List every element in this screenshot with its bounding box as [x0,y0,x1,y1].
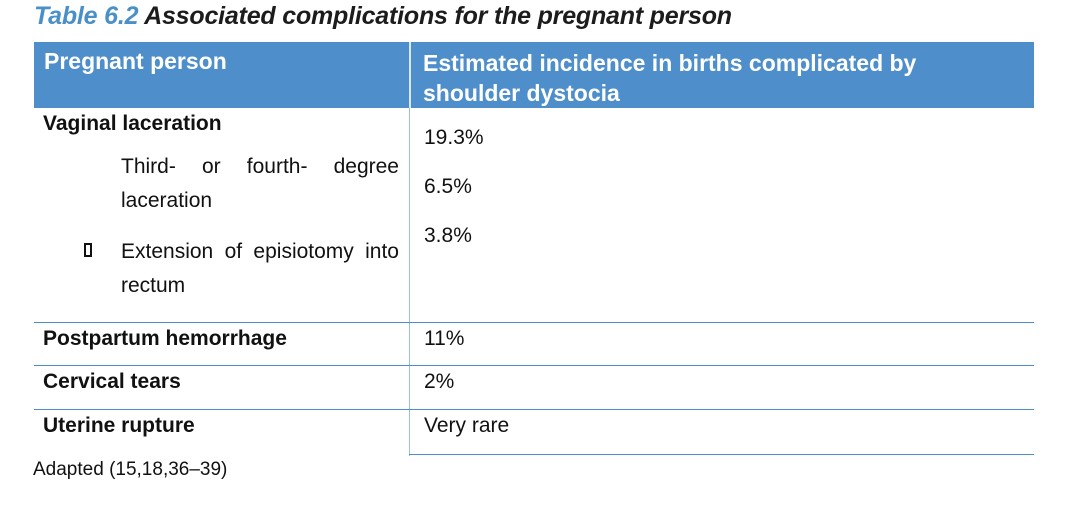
row-label-vaginal-laceration: Vaginal laceration [43,112,222,136]
row-value-episiotomy-extension: 3.8% [424,224,472,248]
header-col-pregnant-person: Pregnant person [44,48,227,75]
row-divider [34,322,1034,323]
header-col-incidence: Estimated incidence in births complicate… [423,48,1003,108]
row-value-postpartum-hemorrhage: 11% [424,327,464,351]
table-number: Table 6.2 [34,2,138,30]
column-divider [409,108,410,456]
row-divider [34,365,1034,366]
table-title: Associated complications for the pregnan… [144,2,732,30]
row-label-uterine-rupture: Uterine rupture [43,414,195,438]
row-value-uterine-rupture: Very rare [424,414,509,438]
row-value-cervical-tears: 2% [424,370,454,394]
row-label-episiotomy-extension: Extension of episiotomy into rectum [121,235,399,303]
table-footnote: Adapted (15,18,36–39) [33,459,227,481]
bullet-icon [84,243,92,257]
row-divider [34,409,1034,410]
row-value-third-fourth-degree: 6.5% [424,175,472,199]
row-label-cervical-tears: Cervical tears [43,370,181,394]
header-divider [409,42,411,108]
table-bottom-border [409,454,1034,455]
row-label-third-fourth-degree: Third- or fourth- degree laceration [121,150,399,218]
table-header: Pregnant person Estimated incidence in b… [34,42,1034,108]
row-value-vaginal-laceration: 19.3% [424,126,484,150]
row-label-postpartum-hemorrhage: Postpartum hemorrhage [43,327,287,351]
table-caption: Table 6.2 Associated complications for t… [34,2,732,31]
